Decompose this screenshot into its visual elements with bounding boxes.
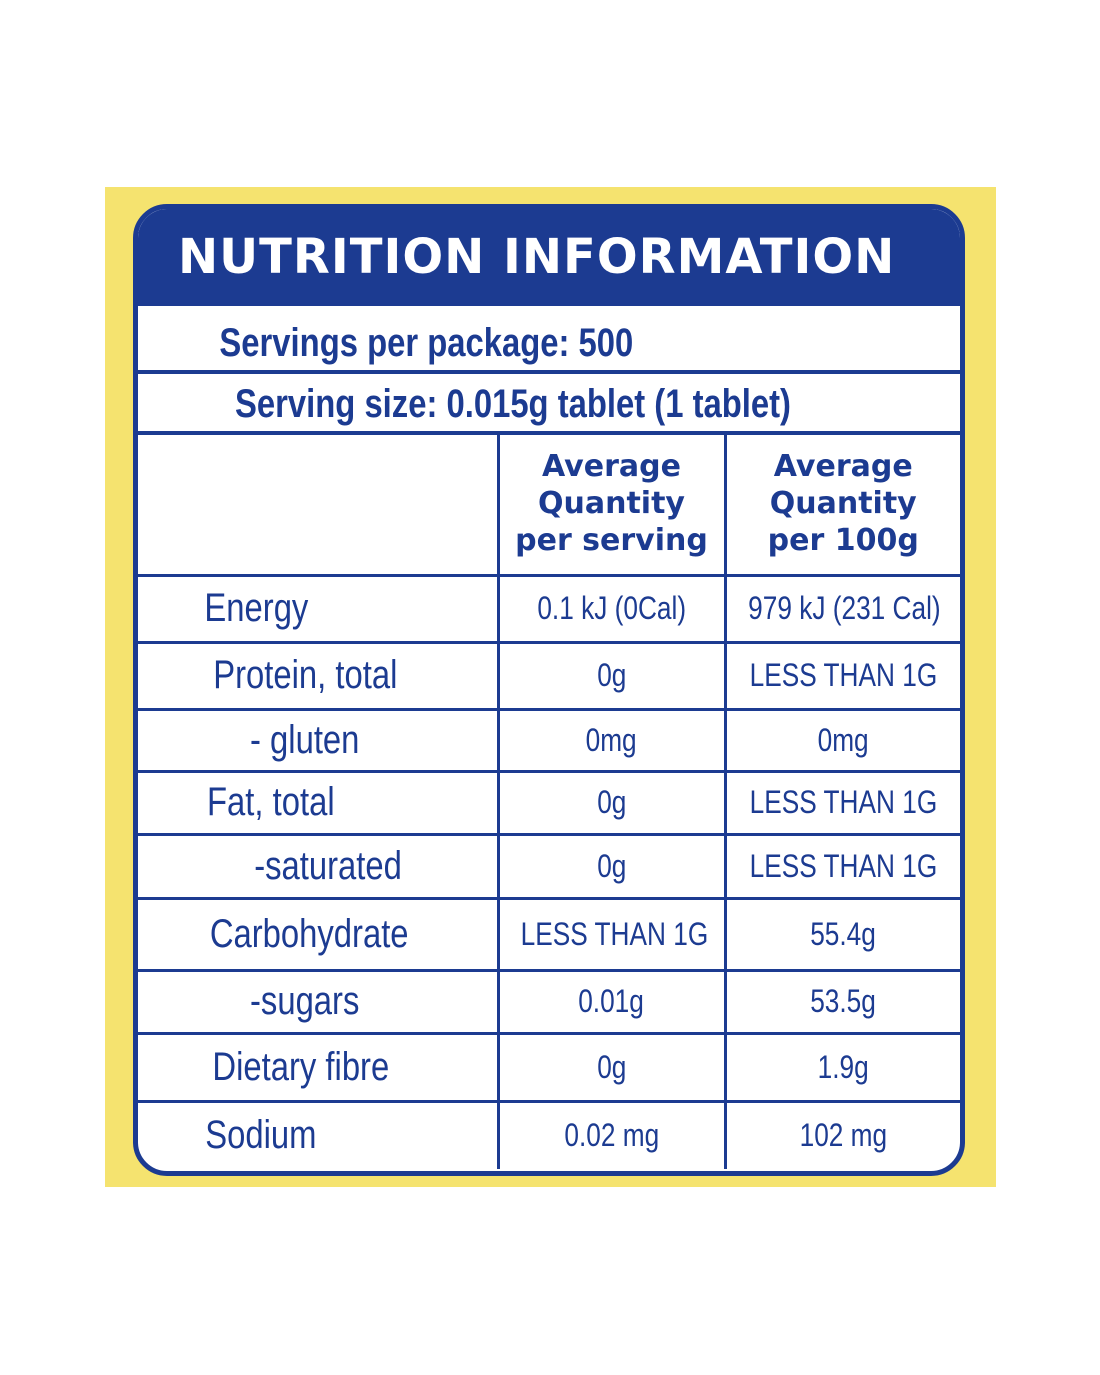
energy-per-serving: 0.1 kJ (0Cal) <box>537 590 686 626</box>
table-row: -sugars 0.01g 53.5g <box>138 968 960 1033</box>
row-label-sugars: -sugars <box>250 979 360 1023</box>
row-label-gluten: - gluten <box>250 717 360 762</box>
saturated-per-serving: 0g <box>596 847 627 884</box>
row-label-carbohydrate: Carbohydrate <box>209 911 409 956</box>
row-label-fat: Fat, total <box>207 780 335 824</box>
table-header-row: Average Quantity per serving Average Qua… <box>138 434 960 575</box>
per-100g-header: Average Quantity per 100g <box>723 434 960 575</box>
row-label-sodium: Sodium <box>205 1113 317 1158</box>
panel-title: NUTRITION INFORMATION <box>138 209 960 306</box>
divider <box>138 370 960 374</box>
dietary-fibre-per-100g: 1.9g <box>817 1048 869 1085</box>
sodium-per-serving: 0.02 mg <box>564 1117 659 1154</box>
dietary-fibre-per-serving: 0g <box>596 1048 627 1085</box>
saturated-per-100g: LESS THAN 1G <box>749 847 938 884</box>
energy-per-100g: 979 kJ (231 Cal) <box>747 590 941 626</box>
servings-per-package: Servings per package: 500 <box>219 321 634 365</box>
sugars-per-serving: 0.01g <box>578 983 645 1019</box>
empty-header-cell <box>138 434 498 575</box>
table-row: Carbohydrate LESS THAN 1G 55.4g <box>138 896 960 970</box>
gluten-per-100g: 0mg <box>817 721 869 758</box>
per-serving-header: Average Quantity per serving <box>496 434 725 575</box>
carbohydrate-per-serving: LESS THAN 1G <box>520 915 708 952</box>
table-row: -saturated 0g LESS THAN 1G <box>138 832 960 898</box>
table-row: Sodium 0.02 mg 102 mg <box>138 1099 960 1169</box>
serving-size: Serving size: 0.015g tablet (1 tablet) <box>235 382 791 426</box>
nutrition-panel: NUTRITION INFORMATION Servings per packa… <box>133 204 965 1176</box>
table-row: Energy 0.1 kJ (0Cal) 979 kJ (231 Cal) <box>138 573 960 642</box>
nutrition-table: Average Quantity per serving Average Qua… <box>138 434 960 1169</box>
protein-per-100g: LESS THAN 1G <box>749 657 938 693</box>
table-row: Dietary fibre 0g 1.9g <box>138 1031 960 1101</box>
table-row: - gluten 0mg 0mg <box>138 707 960 771</box>
table-row: Protein, total 0g LESS THAN 1G <box>138 640 960 709</box>
sugars-per-100g: 53.5g <box>810 983 877 1019</box>
sodium-per-100g: 102 mg <box>799 1117 888 1154</box>
carbohydrate-per-100g: 55.4g <box>810 915 877 952</box>
protein-per-serving: 0g <box>596 657 627 693</box>
gluten-per-serving: 0mg <box>585 721 638 758</box>
row-label-energy: Energy <box>204 586 309 630</box>
row-label-protein: Protein, total <box>213 653 398 697</box>
fat-per-serving: 0g <box>596 784 627 820</box>
row-label-dietary-fibre: Dietary fibre <box>212 1044 390 1089</box>
table-row: Fat, total 0g LESS THAN 1G <box>138 769 960 834</box>
row-label-saturated: -saturated <box>254 843 402 888</box>
divider <box>138 431 960 435</box>
fat-per-100g: LESS THAN 1G <box>749 784 938 820</box>
